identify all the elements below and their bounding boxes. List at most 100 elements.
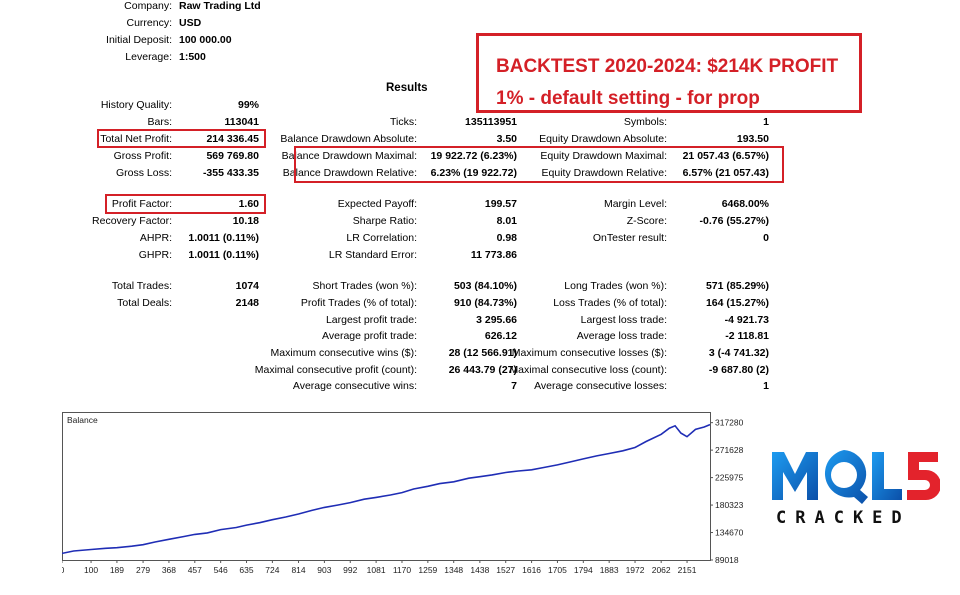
long-trades-won-label: Long Trades (won %): — [564, 280, 667, 292]
results-title: Results — [386, 82, 428, 94]
ontester-result-value: 0 — [763, 232, 769, 244]
loss-trades-of-total-label: Loss Trades (% of total): — [553, 297, 667, 309]
x-tick-label: 189 — [110, 565, 124, 575]
x-tick-label: 546 — [214, 565, 228, 575]
ahpr-value: 1.0011 (0.11%) — [188, 232, 259, 244]
profit-factor-value: 1.60 — [238, 198, 259, 210]
bars-value: 113041 — [224, 116, 259, 128]
average-profit-trade-label: Average profit trade: — [322, 330, 417, 342]
z-score-label: Z-Score: — [626, 215, 667, 227]
gross-profit-value: 569 769.80 — [206, 150, 259, 162]
average-consecutive-losses-label: Average consecutive losses: — [534, 380, 667, 392]
x-tick-label: 1438 — [470, 565, 489, 575]
x-tick-label: 1972 — [626, 565, 645, 575]
gross-loss-value: -355 433.35 — [202, 167, 259, 179]
average-consecutive-wins-value: 7 — [511, 380, 517, 392]
history-quality-value: 99% — [237, 99, 259, 111]
currency-value: USD — [179, 17, 202, 29]
x-tick-label: 2151 — [678, 565, 697, 575]
initial-deposit-value: 100 000.00 — [179, 34, 232, 46]
largest-loss-trade-label: Largest loss trade: — [580, 314, 667, 326]
average-loss-trade-value: -2 118.81 — [725, 330, 769, 342]
x-tick-label: 724 — [265, 565, 279, 575]
average-loss-trade-label: Average loss trade: — [576, 330, 667, 342]
x-tick-label: 2062 — [652, 565, 671, 575]
gross-loss-label: Gross Loss: — [115, 167, 172, 179]
y-tick-label: 271628 — [715, 445, 744, 455]
leverage-value: 1:500 — [179, 51, 206, 63]
lr-standard-error-label: LR Standard Error: — [328, 249, 417, 261]
x-tick-label: 1883 — [600, 565, 619, 575]
profit-trades-of-total-label: Profit Trades (% of total): — [300, 297, 417, 309]
maximum-consecutive-losses-value: 3 (-4 741.32) — [708, 347, 769, 359]
equity-drawdown-maximal-value: 21 057.43 (6.57%) — [682, 150, 769, 162]
x-tick-label: 1259 — [418, 565, 437, 575]
recovery-factor-label: Recovery Factor: — [92, 215, 172, 227]
balance-chart: 89018 134670 180323 225975 271628 317280 0 100 1… — [60, 412, 760, 580]
average-consecutive-losses-value: 1 — [763, 380, 769, 392]
equity-drawdown-absolute-label: Equity Drawdown Absolute: — [539, 133, 667, 145]
y-tick-label: 134670 — [715, 528, 744, 538]
x-tick-label: 635 — [239, 565, 253, 575]
profit-factor-label: Profit Factor: — [111, 198, 172, 210]
margin-level-label: Margin Level: — [603, 198, 667, 210]
margin-level-value: 6468.00% — [721, 198, 769, 210]
balance-drawdown-maximal-value: 19 922.72 (6.23%) — [430, 150, 517, 162]
total-deals-label: Total Deals: — [117, 297, 172, 309]
leverage-label: Leverage: — [125, 51, 172, 63]
expected-payoff-value: 199.57 — [484, 198, 517, 210]
gross-profit-label: Gross Profit: — [113, 150, 172, 162]
promo-line-2: 1% - default setting - for prop — [496, 88, 760, 109]
total-net-profit-label: Total Net Profit: — [100, 133, 172, 145]
highlight-total-net-profit — [97, 129, 266, 148]
x-tick-label: 368 — [162, 565, 176, 575]
ticks-label: Ticks: — [389, 116, 417, 128]
symbols-label: Symbols: — [623, 116, 667, 128]
expected-payoff-label: Expected Payoff: — [337, 198, 417, 210]
x-tick-label: 1794 — [574, 565, 593, 575]
company-label: Company: — [124, 0, 172, 12]
highlight-profit-factor — [105, 194, 266, 214]
average-consecutive-wins-label: Average consecutive wins: — [292, 380, 417, 392]
x-tick-label: 1170 — [393, 565, 412, 575]
long-trades-won-value: 571 (85.29%) — [705, 280, 769, 292]
maximum-consecutive-wins-label: Maximum consecutive wins ($): — [270, 347, 417, 359]
x-tick-label: 1616 — [522, 565, 541, 575]
maximal-consecutive-loss-count-value: -9 687.80 (2) — [708, 364, 769, 376]
ahpr-label: AHPR: — [139, 232, 172, 244]
equity-drawdown-relative-value: 6.57% (21 057.43) — [682, 167, 769, 179]
short-trades-won-value: 503 (84.10%) — [453, 280, 517, 292]
chart-title: Balance — [67, 415, 98, 425]
currency-label: Currency: — [126, 17, 172, 29]
x-tick-label: 1081 — [367, 565, 386, 575]
equity-drawdown-maximal-label: Equity Drawdown Maximal: — [540, 150, 667, 162]
y-tick-label: 225975 — [715, 473, 744, 483]
average-profit-trade-value: 626.12 — [484, 330, 517, 342]
largest-profit-trade-label: Largest profit trade: — [325, 314, 417, 326]
maximal-consecutive-profit-count-value: 26 443.79 (27) — [448, 364, 517, 376]
balance-drawdown-maximal-label: Balance Drawdown Maximal: — [281, 150, 417, 162]
sharpe-ratio-label: Sharpe Ratio: — [352, 215, 417, 227]
y-tick-label: 180323 — [715, 500, 744, 510]
balance-drawdown-absolute-value: 3.50 — [496, 133, 517, 145]
total-net-profit-value: 214 336.45 — [206, 133, 259, 145]
maximum-consecutive-losses-label: Maximum consecutive losses ($): — [511, 347, 667, 359]
x-tick-label: 1348 — [444, 565, 463, 575]
company-value: Raw Trading Ltd — [179, 0, 261, 12]
total-trades-value: 1074 — [235, 280, 259, 292]
x-tick-label: 457 — [188, 565, 202, 575]
ghpr-label: GHPR: — [138, 249, 172, 261]
initial-deposit-label: Initial Deposit: — [106, 34, 172, 46]
x-tick-label: 903 — [317, 565, 331, 575]
balance-drawdown-absolute-label: Balance Drawdown Absolute: — [280, 133, 417, 145]
recovery-factor-value: 10.18 — [232, 215, 259, 227]
balance-chart-svg: 89018 134670 180323 225975 271628 317280 0 100 1… — [60, 412, 744, 575]
mql5-logo-icon — [772, 450, 941, 504]
x-tick-label: 992 — [343, 565, 357, 575]
x-tick-label: 814 — [291, 565, 305, 575]
balance-series-line — [61, 423, 711, 555]
equity-drawdown-relative-label: Equity Drawdown Relative: — [541, 167, 667, 179]
loss-trades-of-total-value: 164 (15.27%) — [705, 297, 769, 309]
sharpe-ratio-value: 8.01 — [496, 215, 517, 227]
balance-drawdown-relative-value: 6.23% (19 922.72) — [430, 167, 517, 179]
